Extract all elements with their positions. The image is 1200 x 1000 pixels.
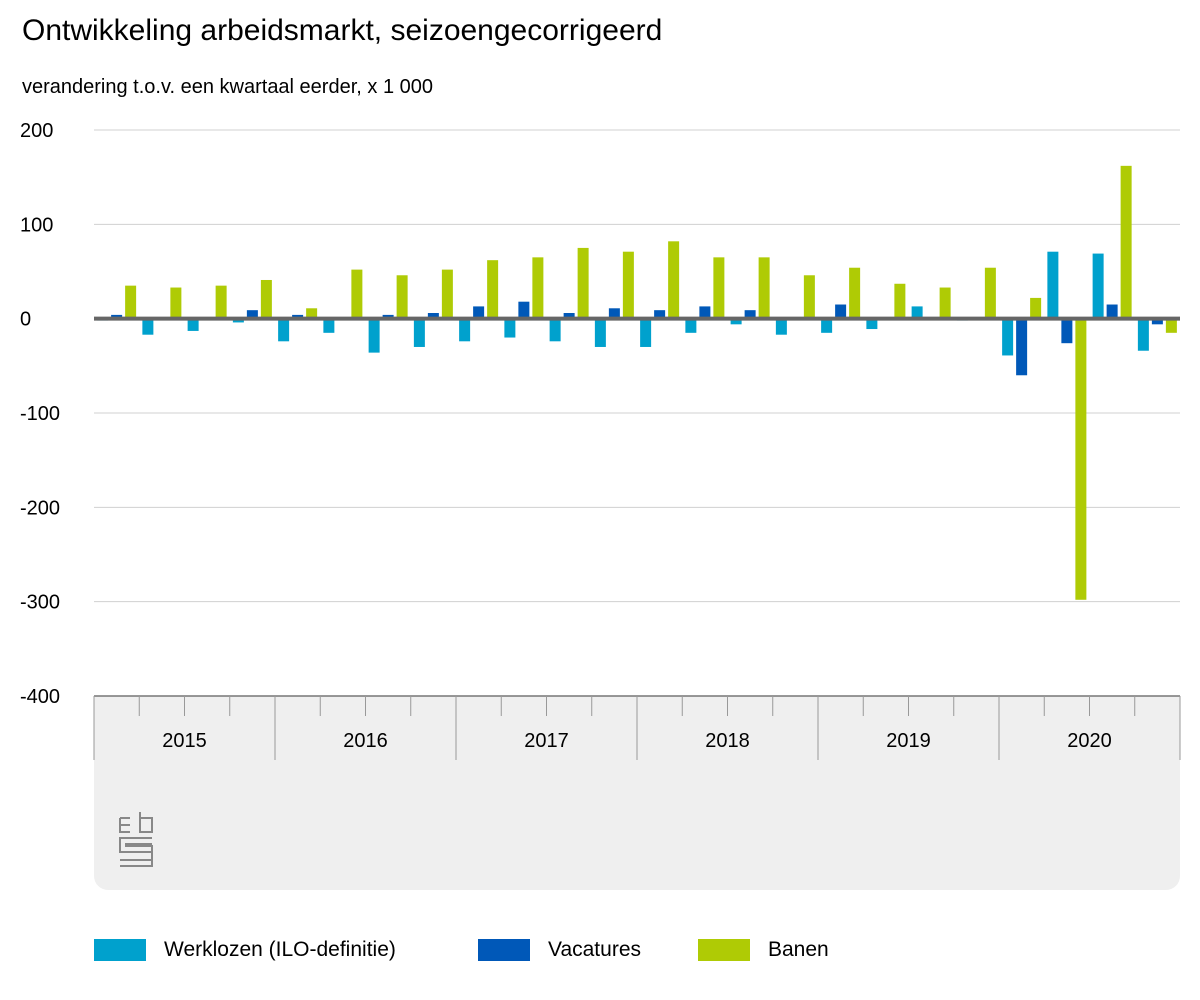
bar [549, 318, 561, 342]
bar [368, 318, 380, 353]
bar [758, 257, 770, 319]
legend-swatch [698, 939, 750, 961]
bar [668, 241, 680, 319]
bar [1030, 297, 1042, 319]
bar [821, 318, 833, 333]
y-tick-label: 100 [20, 214, 53, 236]
bar [685, 318, 697, 333]
x-tick-label: 2020 [1067, 730, 1112, 752]
y-tick-label: -200 [20, 497, 60, 519]
y-tick-label: -400 [20, 686, 60, 708]
bar [413, 318, 425, 347]
bar [473, 306, 485, 319]
legend-label: Banen [768, 938, 829, 961]
bar [563, 313, 575, 319]
bar [1047, 251, 1059, 319]
bar [487, 260, 499, 319]
bar [803, 275, 815, 319]
bar [142, 318, 154, 335]
legend-label: Vacatures [548, 938, 641, 961]
bar [1002, 318, 1014, 356]
bar [1075, 318, 1087, 600]
bar [396, 275, 408, 319]
y-tick-label: -300 [20, 592, 60, 614]
bar [351, 269, 363, 319]
bar [323, 318, 335, 333]
bar [744, 310, 756, 319]
bar [187, 318, 199, 331]
bar [215, 285, 227, 319]
bar [608, 308, 620, 319]
bar [622, 251, 634, 319]
x-tick-label: 2019 [886, 730, 931, 752]
y-tick-label: -100 [20, 403, 60, 425]
legend-banen: Banen [698, 938, 829, 962]
bar [894, 283, 906, 319]
bar [427, 313, 439, 319]
bar [866, 318, 878, 330]
bar [713, 257, 725, 319]
y-tick-label: 200 [20, 120, 53, 142]
bar [260, 279, 272, 319]
bar [518, 301, 530, 319]
legend-swatch [94, 939, 146, 961]
x-tick-label: 2017 [524, 730, 569, 752]
bar [170, 287, 182, 319]
bar [246, 310, 258, 319]
bar [1061, 318, 1073, 344]
chart-subtitle: verandering t.o.v. een kwartaal eerder, … [22, 76, 433, 98]
bar [1106, 304, 1118, 319]
x-tick-label: 2016 [343, 730, 388, 752]
bar [1092, 253, 1104, 319]
bar [504, 318, 516, 338]
legend-label: Werklozen (ILO-definitie) [164, 938, 396, 961]
bar [849, 267, 861, 319]
legend-werklozen: Werklozen (ILO-definitie) [94, 938, 396, 962]
bar [1137, 318, 1149, 351]
bar [911, 306, 923, 319]
x-tick-label: 2018 [705, 730, 750, 752]
x-tick-label: 2015 [162, 730, 207, 752]
bar [730, 318, 742, 325]
legend-vacatures: Vacatures [478, 938, 641, 962]
cbs-logo [119, 812, 153, 867]
bar [1165, 318, 1177, 333]
bar [1120, 165, 1132, 319]
bar [594, 318, 606, 347]
bar [306, 308, 318, 319]
legend-swatch [478, 939, 530, 961]
bar [125, 285, 137, 319]
x-axis-panel [94, 696, 1180, 890]
y-tick-label: 0 [20, 309, 31, 331]
bar [459, 318, 471, 342]
bar [654, 310, 666, 319]
bar [278, 318, 290, 342]
bar [699, 306, 711, 319]
bar [1151, 318, 1163, 325]
bar [835, 304, 847, 319]
bar [441, 269, 453, 319]
bar [532, 257, 544, 319]
bar [775, 318, 787, 335]
bar [939, 287, 951, 319]
chart-title: Ontwikkeling arbeidsmarkt, seizoengecorr… [22, 14, 663, 47]
bar [640, 318, 652, 347]
bar [1016, 318, 1028, 376]
bar [577, 247, 589, 319]
bar [984, 267, 996, 319]
